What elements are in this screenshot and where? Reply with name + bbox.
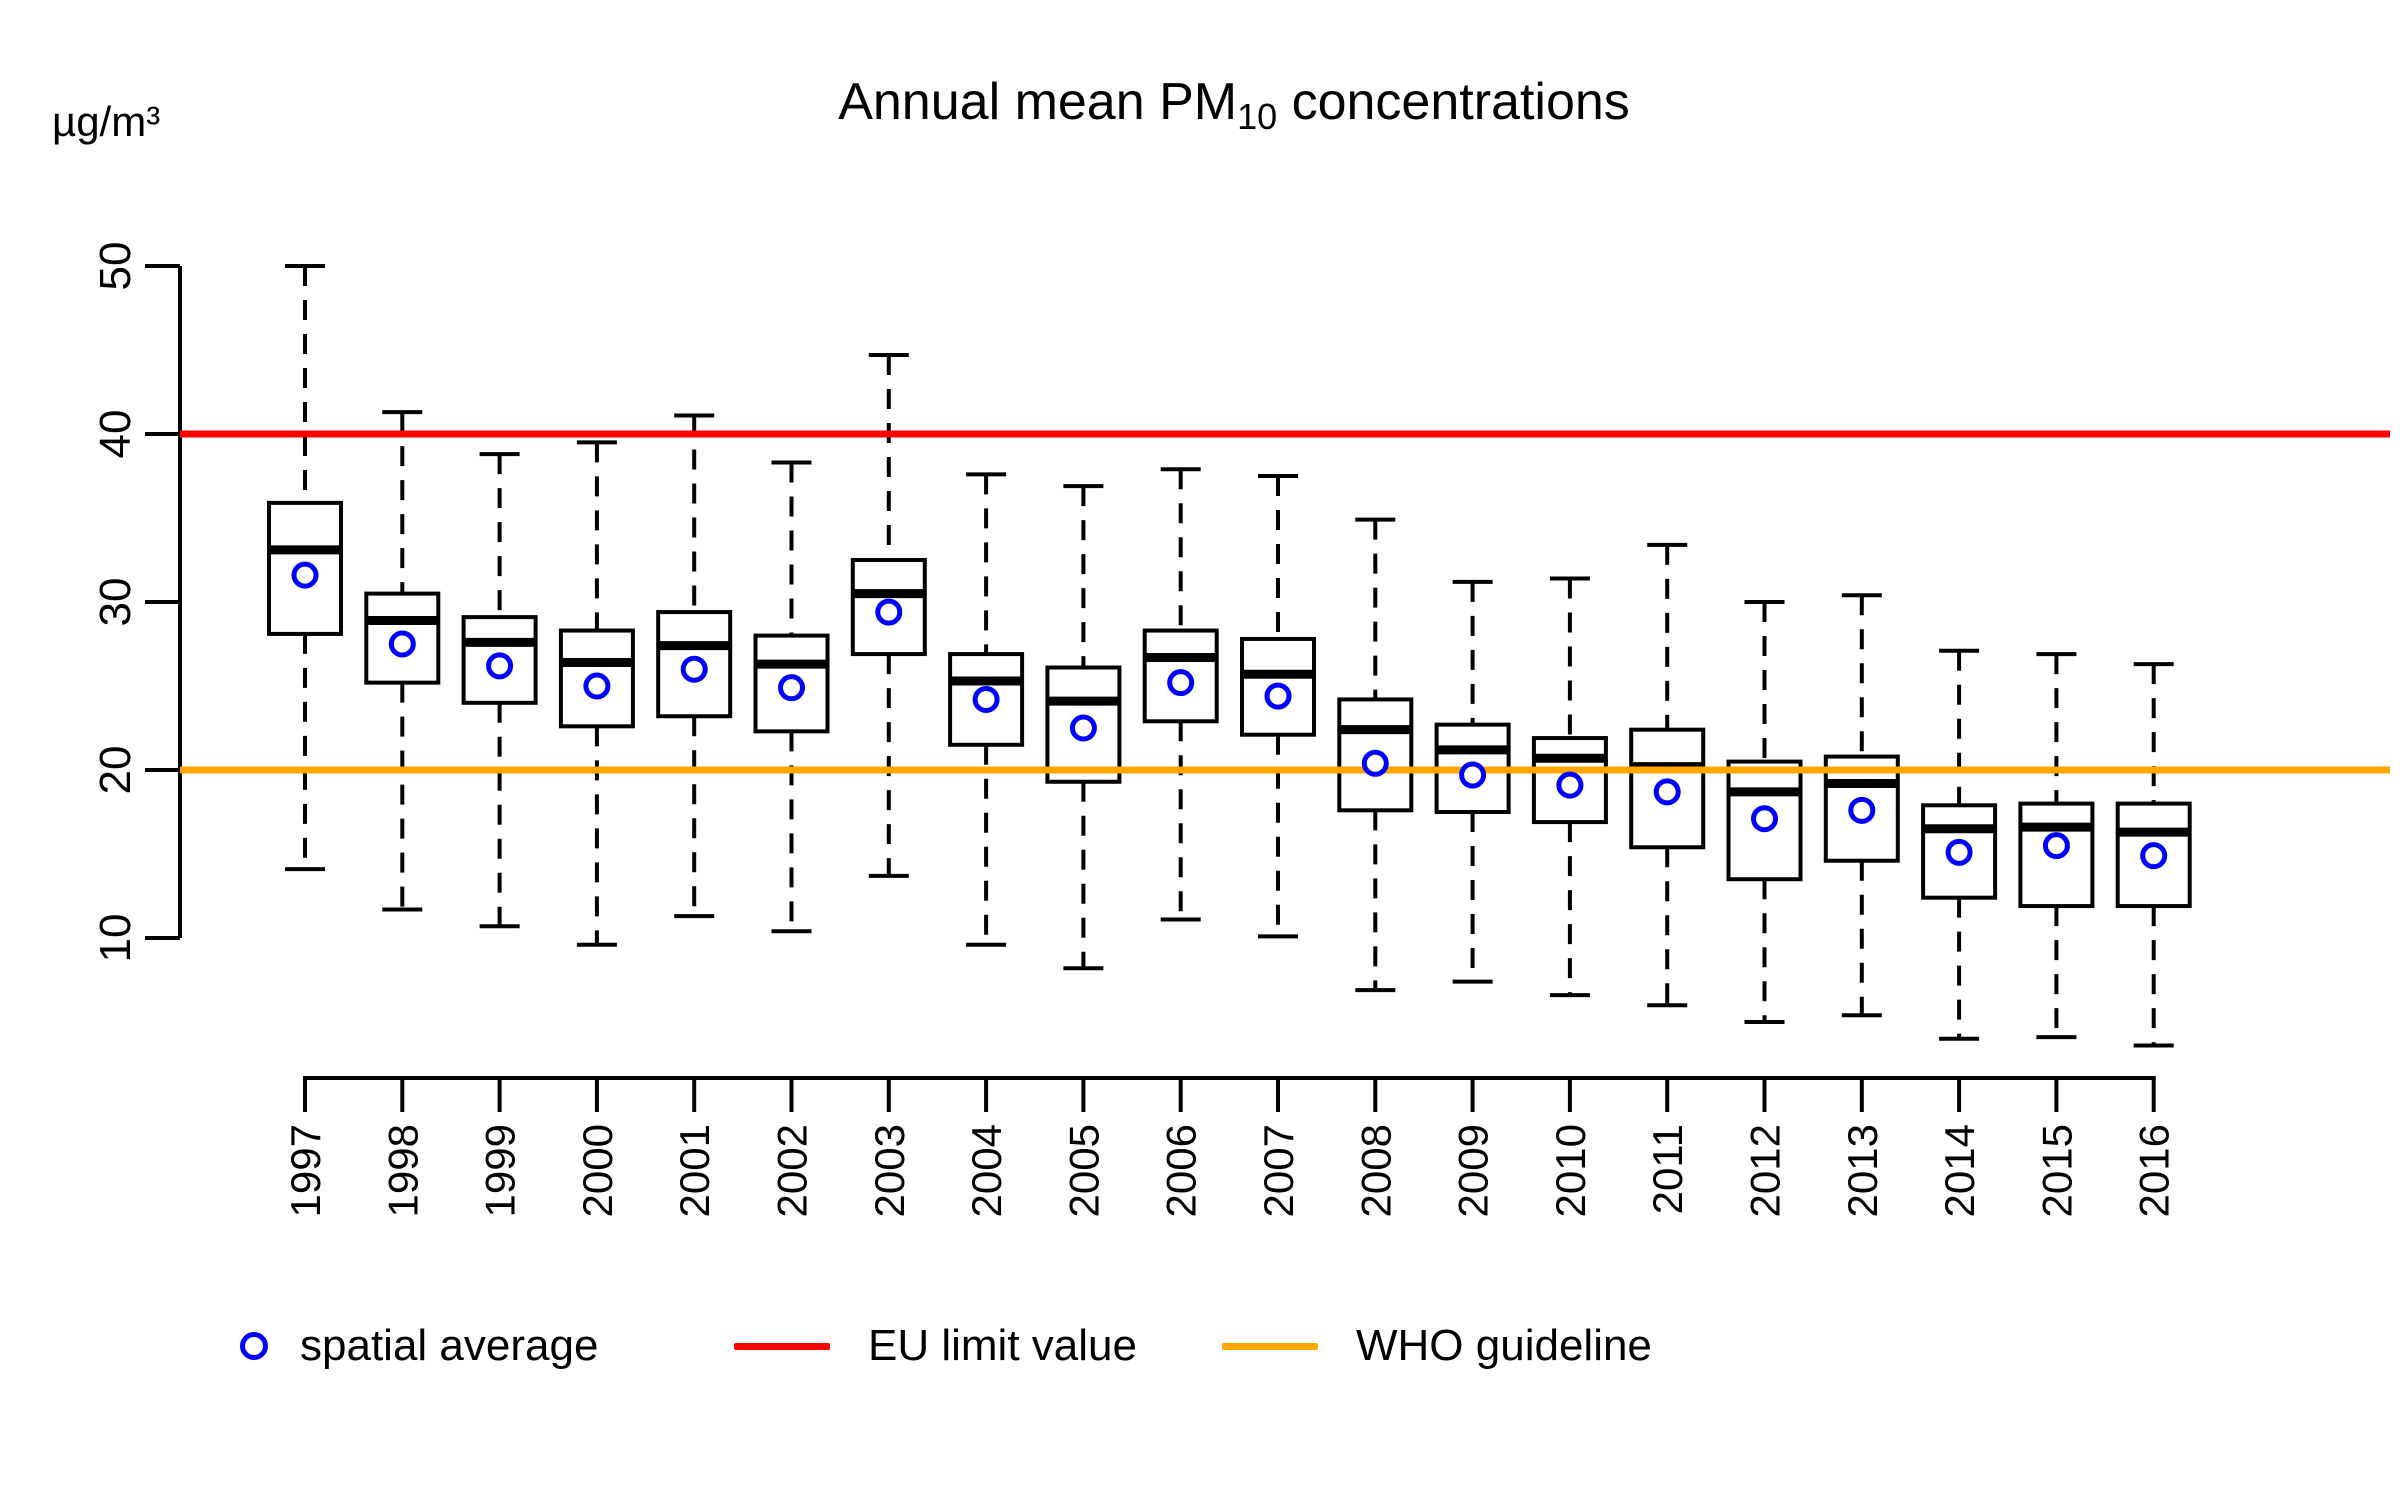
boxplot-2007 <box>1240 474 1316 939</box>
x-tick-label-2000: 2000 <box>574 1124 621 1217</box>
y-tick-label: 50 <box>91 242 140 291</box>
legend-spatial-average-marker-icon <box>240 1332 268 1360</box>
x-tick-label-2010: 2010 <box>1547 1124 1594 1217</box>
mean-circle-2004 <box>972 685 1000 713</box>
x-tick-label-2001: 2001 <box>671 1124 718 1217</box>
mean-circle-2014 <box>1945 838 1973 866</box>
boxplot-2010 <box>1531 576 1608 998</box>
x-tick-label-2006: 2006 <box>1158 1124 1205 1217</box>
title-subscript: 10 <box>1237 96 1278 137</box>
chart-title: Annual mean PM10 concentrations <box>634 72 1834 137</box>
mean-circle-2016 <box>2140 842 2168 870</box>
mean-circle-2012 <box>1751 805 1778 833</box>
boxplot-2013 <box>1823 593 1900 1018</box>
x-axis: 1997 1998 1999 2000 2001 2002 2003 2004 2005 2006… <box>282 1076 2178 1217</box>
x-tick-label-2014: 2014 <box>1936 1124 1983 1217</box>
mean-markers <box>291 561 2168 870</box>
title-suffix-text: concentrations <box>1277 73 1630 131</box>
mean-circle-2009 <box>1459 761 1487 789</box>
x-tick-label-2011: 2011 <box>1644 1124 1691 1214</box>
x-tick-label-2013: 2013 <box>1839 1124 1886 1217</box>
mean-circle-1999 <box>486 652 514 680</box>
y-tick-label: 30 <box>91 578 140 627</box>
mean-circle-2015 <box>2042 832 2070 860</box>
boxplot-2004 <box>948 472 1025 947</box>
mean-circle-1997 <box>291 561 319 589</box>
mean-circle-2003 <box>875 598 903 626</box>
mean-circle-2000 <box>583 672 611 700</box>
mean-circle-2006 <box>1167 669 1195 697</box>
mean-circle-1998 <box>388 630 416 658</box>
x-tick-label-2009: 2009 <box>1450 1124 1497 1217</box>
x-tick-label-1997: 1997 <box>282 1124 329 1217</box>
iqr-box <box>1531 736 1608 825</box>
y-axis: 10 20 30 40 50 <box>91 242 182 963</box>
x-tick-label-1999: 1999 <box>477 1124 524 1217</box>
legend-who-guideline-label: WHO guideline <box>1356 1321 1652 1370</box>
boxplot-2014 <box>1921 648 1998 1041</box>
legend-spatial-average-label: spatial average <box>300 1321 599 1370</box>
legend-eu-limit-label: EU limit value <box>868 1321 1137 1370</box>
boxplots <box>267 264 2192 1048</box>
y-axis-unit-label: µg/m³ <box>52 98 161 145</box>
boxplot-1999 <box>461 452 538 929</box>
iqr-box <box>1921 803 1998 900</box>
boxplot-2005 <box>1045 484 1122 971</box>
x-tick-label-2015: 2015 <box>2033 1124 2080 1217</box>
legend-eu-limit-swatch <box>734 1343 830 1350</box>
x-tick-label-1998: 1998 <box>379 1124 426 1217</box>
y-tick-label: 10 <box>91 914 140 963</box>
mean-circle-2007 <box>1264 682 1292 710</box>
x-tick-label-2004: 2004 <box>963 1124 1010 1217</box>
x-tick-label-2003: 2003 <box>866 1124 913 1217</box>
title-text: Annual mean PM <box>838 73 1238 131</box>
x-tick-label-2016: 2016 <box>2131 1124 2178 1217</box>
legend-who-guideline-swatch <box>1222 1343 1318 1350</box>
x-tick-label-2007: 2007 <box>1255 1124 1302 1217</box>
mean-circle-2010 <box>1556 771 1584 799</box>
mean-circle-2013 <box>1848 796 1876 824</box>
mean-circle-2005 <box>1069 714 1097 742</box>
x-tick-label-2005: 2005 <box>1060 1124 1107 1217</box>
boxplot-1998 <box>364 410 441 912</box>
x-tick-label-2012: 2012 <box>1742 1124 1789 1217</box>
x-tick-label-2002: 2002 <box>769 1124 816 1217</box>
iqr-box <box>948 652 1025 747</box>
y-tick-label: 20 <box>91 746 140 795</box>
y-tick-label: 40 <box>91 410 140 459</box>
mean-circle-2002 <box>778 674 805 702</box>
iqr-box <box>1045 665 1122 784</box>
x-tick-label-2008: 2008 <box>1352 1124 1399 1217</box>
mean-circle-2008 <box>1361 749 1389 777</box>
boxplot-2003 <box>850 353 927 878</box>
mean-circle-2001 <box>680 655 708 683</box>
mean-circle-2011 <box>1653 778 1681 806</box>
boxplot-2011 <box>1629 542 1706 1008</box>
